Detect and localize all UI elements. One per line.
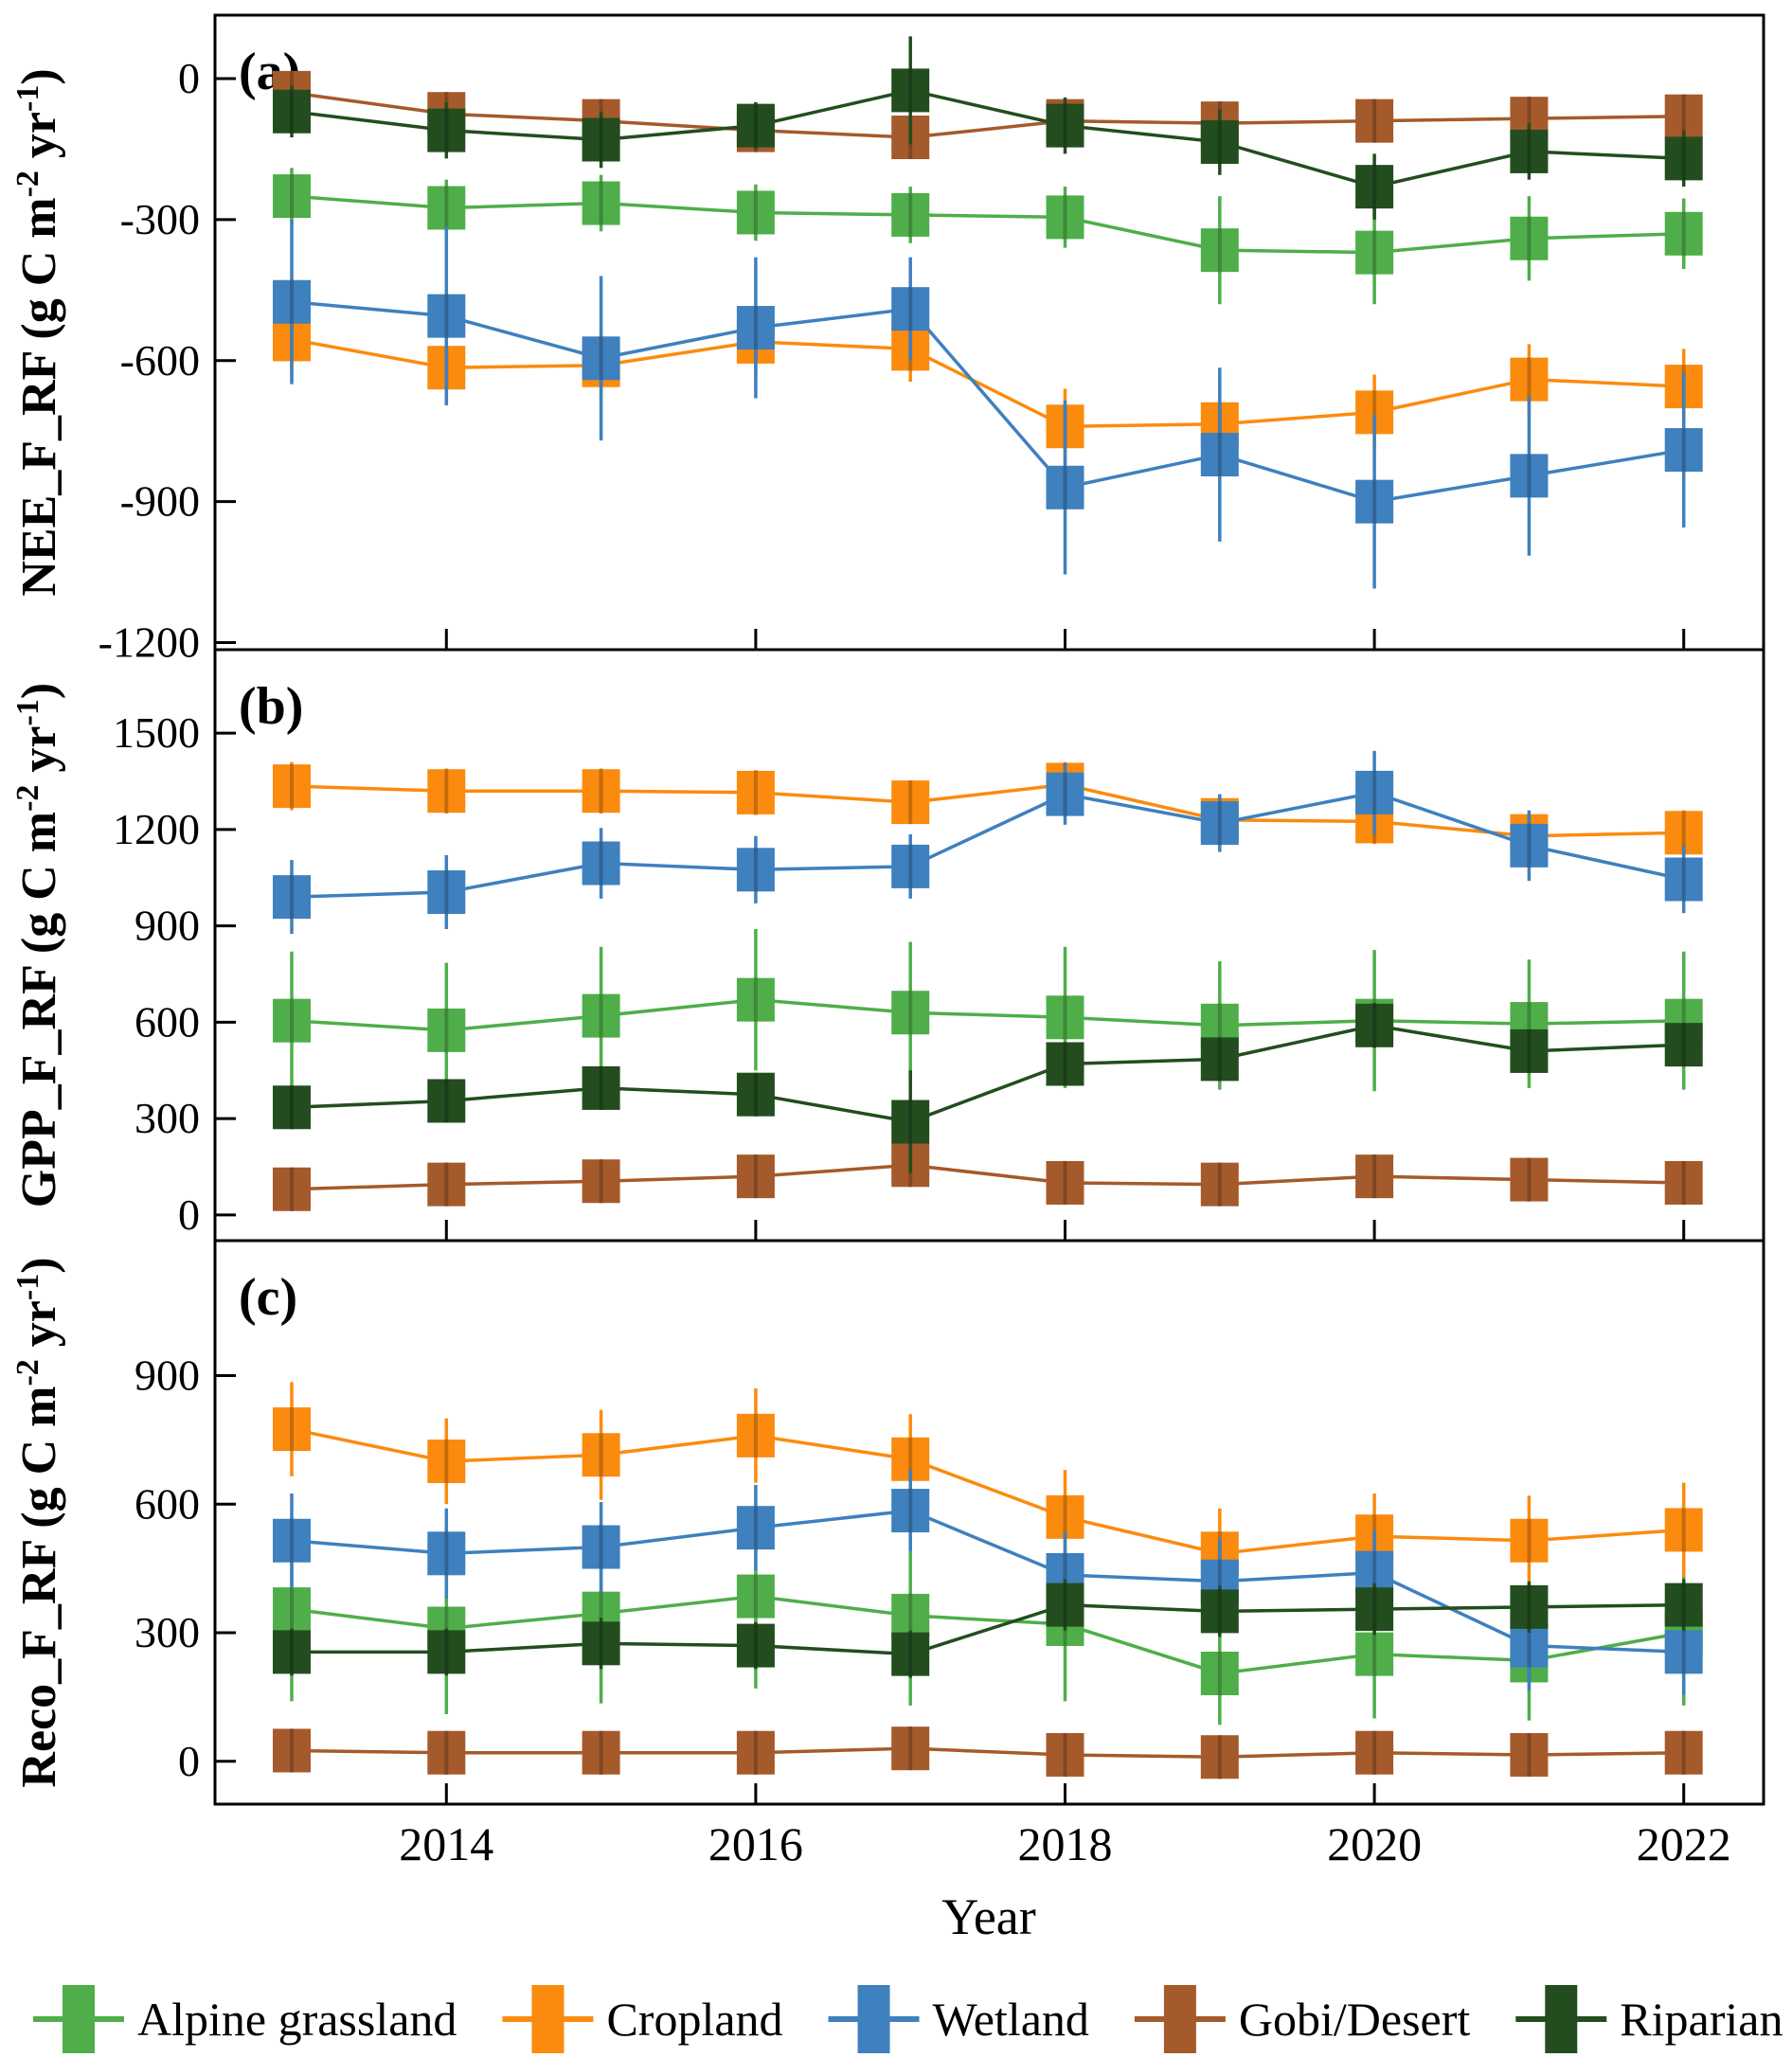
y-axis-title: Reco_F_RF (g C m-2 yr-1) [10,1257,66,1787]
legend-item-riparian-woodland: Riparian woodland [1515,1985,1792,2053]
x-axis-title: Year [941,1888,1036,1945]
y-tick-label: 1200 [113,805,200,853]
series-alpine-grassland [273,1504,1703,1726]
series-gobi-desert [273,70,1703,160]
legend-label: Wetland [933,1993,1089,2046]
legend-marker [531,1985,564,2053]
y-axis-title: GPP_F_RF (g C m-2 yr-1) [10,683,66,1207]
series-cropland [273,1382,1703,1599]
series-line [291,1594,1685,1675]
y-tick-label: -300 [120,195,200,243]
series-line [291,337,1684,429]
legend-item-alpine-grassland: Alpine grassland [33,1985,457,2053]
series-line [291,299,1684,504]
series-line [291,791,1685,899]
series-riparian-woodland [273,1003,1703,1173]
y-tick-label: 0 [178,1190,200,1239]
series-line [291,782,1684,838]
y-tick-label: 1500 [113,708,200,757]
panel-letter: (b) [239,677,303,736]
y-tick-label: -900 [120,477,200,526]
legend: Alpine grassland Cropland Wetland Gobi/Dese… [33,1985,1792,2053]
series-riparian-woodland [273,1579,1703,1678]
panel-letter: (c) [239,1268,297,1327]
x-tick-label: 2018 [1018,1817,1113,1870]
series-wetland [273,750,1703,935]
series-gobi-desert [273,1726,1703,1780]
panel-c: 0 300 600 900 (c) Reco_F_RF (g C m-2 yr-1) [10,1239,1765,1806]
legend-item-wetland: Wetland [828,1985,1089,2053]
series-wetland [273,219,1703,589]
panel-frame [213,648,1765,1243]
y-tick-label: 900 [134,902,200,950]
legend-item-gobi-desert: Gobi/Desert [1134,1985,1470,2053]
panel-frame [213,1239,1765,1806]
series-alpine-grassland [273,168,1703,305]
panel-a: 0-300-600-900-1200(a)NEE_F_RF (g C m-2 y… [10,13,1765,667]
series-alpine-grassland [273,929,1703,1099]
x-tick-label: 2014 [399,1817,493,1870]
x-tick-label: 2022 [1637,1817,1731,1870]
panel-b: 0 300 600 900 1200 1500 (b) GPP_F_RF (g C m-2 y… [10,648,1765,1243]
x-tick-label: 2016 [708,1817,803,1870]
legend-marker [1545,1985,1578,2053]
series-line [291,1024,1684,1124]
y-tick-label: 300 [134,1094,200,1142]
series-line [292,1602,1684,1656]
series-cropland [273,761,1703,858]
series-riparian-woodland [273,36,1703,220]
legend-item-cropland: Cropland [502,1985,783,2053]
y-tick-label: 600 [134,997,200,1046]
y-tick-label: 0 [178,54,200,102]
legend-label: Cropland [606,1993,782,2046]
series-line [291,1746,1684,1759]
y-tick-label: -1200 [99,618,200,667]
series-line [291,194,1684,255]
y-axis-title: NEE_F_RF (g C m-2 yr-1) [10,68,66,596]
y-tick-label: 600 [134,1479,200,1528]
legend-marker [1163,1985,1196,2053]
series-line [291,91,1684,139]
x-tick-label: 2020 [1327,1817,1422,1870]
y-tick-label: 0 [178,1737,200,1785]
legend-label: Alpine grassland [137,1993,457,2046]
y-tick-label: 900 [134,1351,200,1400]
legend-marker [63,1985,95,2053]
y-tick-label: -600 [120,336,200,385]
series-line [291,997,1684,1032]
series-line [291,1427,1684,1556]
series-line [291,1163,1684,1191]
series-line [291,88,1684,188]
legend-marker [857,1985,890,2053]
y-tick-label: 300 [134,1608,200,1656]
legend-label: Gobi/Desert [1239,1993,1470,2046]
series-wetland [273,1470,1703,1695]
legend-label: Riparian woodland [1620,1993,1792,2046]
series-gobi-desert [273,1143,1703,1211]
